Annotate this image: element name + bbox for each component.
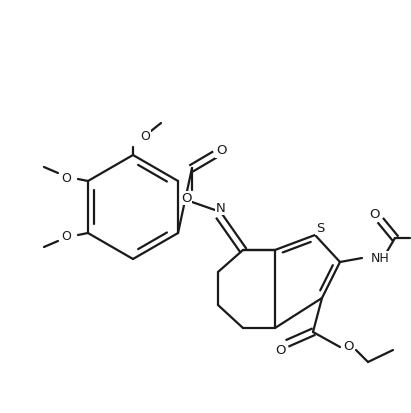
Text: N: N: [216, 202, 226, 214]
Text: O: O: [61, 171, 71, 185]
Text: O: O: [276, 344, 286, 356]
Text: O: O: [370, 209, 380, 221]
Text: O: O: [343, 340, 353, 354]
Text: O: O: [216, 145, 226, 157]
Text: S: S: [316, 221, 324, 235]
Text: O: O: [61, 230, 71, 242]
Text: O: O: [181, 192, 191, 204]
Text: NH: NH: [371, 252, 390, 264]
Text: O: O: [140, 131, 150, 143]
